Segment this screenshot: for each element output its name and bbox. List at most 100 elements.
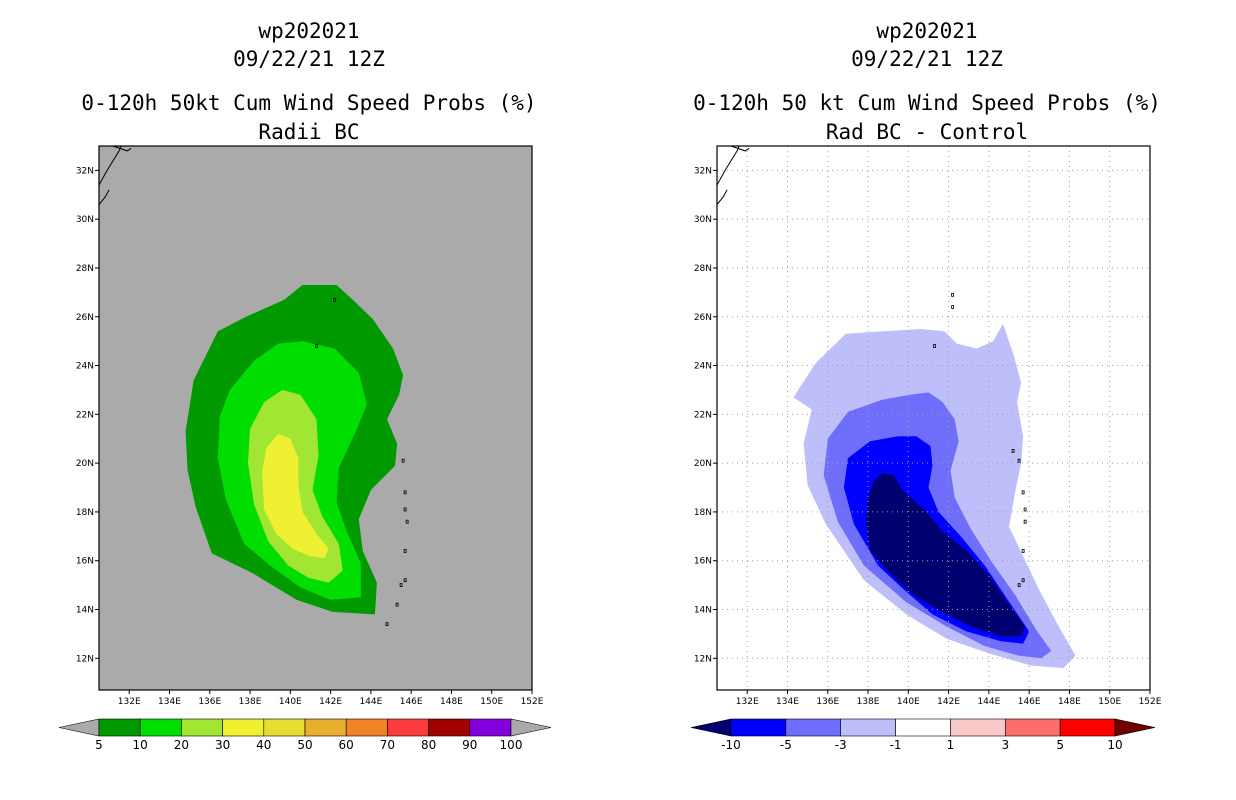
colorbar-swatch (222, 718, 265, 737)
colorbar-label: -1 (890, 738, 902, 752)
x-tick-label: 132E (736, 697, 759, 707)
colorbar-swatch (730, 718, 787, 737)
island-outline (403, 578, 407, 583)
coastline (730, 146, 750, 152)
chart-title-line-3: 0-120h 50kt Cum Wind Speed Probs (%) (81, 91, 537, 115)
x-tick-label: 140E (279, 697, 302, 707)
colorbar-swatch (785, 718, 842, 737)
y-tick-label: 24N (76, 362, 94, 372)
chart-title-line-2: 09/22/21 12Z (233, 47, 385, 71)
colorbar-swatch (181, 718, 223, 737)
coastline (99, 189, 110, 205)
island-outline (1023, 519, 1027, 524)
x-tick-label: 144E (359, 697, 382, 707)
y-tick-label: 32N (76, 166, 94, 176)
y-tick-label: 18N (76, 508, 94, 518)
x-tick-label: 146E (1018, 697, 1041, 707)
colorbar-swatch (950, 718, 1006, 737)
island-outline (1017, 583, 1021, 588)
coastline (99, 146, 122, 186)
chart-title-line-2: 09/22/21 12Z (851, 47, 1003, 71)
colorbar-label: 40 (256, 738, 271, 752)
y-tick-label: 12N (694, 654, 712, 664)
x-tick-label: 140E (897, 697, 920, 707)
y-tick-label: 14N (76, 605, 94, 615)
x-tick-label: 136E (198, 697, 221, 707)
x-tick-label: 132E (118, 697, 141, 707)
colorbar-label: 30 (215, 738, 230, 752)
panel-radii-bc: wp202021 09/22/21 12Z 0-120h 50kt Cum Wi… (58, 19, 552, 752)
x-tick-label: 152E (1139, 697, 1162, 707)
colorbar-swatch (304, 718, 347, 737)
chart-title-line-3: 0-120h 50 kt Cum Wind Speed Probs (%) (693, 91, 1161, 115)
x-tick-label: 134E (776, 697, 799, 707)
y-tick-label: 30N (694, 215, 712, 225)
island-outline (1011, 449, 1015, 453)
island-outline (333, 297, 337, 302)
contour-level-30 (262, 433, 329, 559)
y-tick-label: 28N (76, 264, 94, 274)
contour-level--10 (866, 472, 1026, 637)
colorbar-swatch (263, 718, 306, 737)
colorbar-swatch (428, 718, 471, 737)
island-outline (1023, 507, 1027, 512)
y-tick-label: 14N (694, 605, 712, 615)
colorbar-swatch (1059, 718, 1116, 737)
colorbar-label: 3 (1001, 738, 1009, 752)
colorbar-label: 10 (133, 738, 148, 752)
x-tick-label: 150E (1098, 697, 1121, 707)
coastline (717, 146, 740, 186)
colorbar-label: 50 (297, 738, 312, 752)
y-tick-label: 18N (694, 508, 712, 518)
island-outline (401, 458, 405, 463)
colorbar-swatch (139, 718, 182, 737)
x-tick-label: 148E (1058, 697, 1081, 707)
y-tick-label: 30N (76, 215, 94, 225)
y-tick-label: 26N (694, 313, 712, 323)
plot-content (99, 146, 409, 627)
colorbar-swatch (345, 718, 388, 737)
island-outline (1021, 578, 1025, 583)
x-tick-label: 138E (857, 697, 880, 707)
island-outline (933, 344, 936, 348)
y-tick-label: 28N (694, 264, 712, 274)
y-tick-label: 16N (76, 557, 94, 567)
island-outline (1017, 458, 1021, 463)
colorbar: 5 10 20 30 40 50 60 70 80 90 100 (58, 718, 552, 752)
colorbar-label: 60 (339, 738, 354, 752)
island-outline (951, 305, 955, 309)
colorbar-label: -3 (835, 738, 847, 752)
plot-content (717, 146, 1150, 690)
colorbar-label: 10 (1107, 738, 1122, 752)
x-tick-label: 148E (440, 697, 463, 707)
colorbar: -10 -5 -3 -1 1 3 5 10 (690, 718, 1156, 752)
coastline (112, 146, 132, 152)
island-outline (403, 549, 407, 553)
x-tick-label: 144E (977, 697, 1000, 707)
x-tick-label: 152E (521, 697, 544, 707)
y-tick-label: 32N (694, 166, 712, 176)
colorbar-label: 90 (462, 738, 477, 752)
coastline (717, 189, 728, 205)
x-tick-label: 150E (480, 697, 503, 707)
x-tick-label: 138E (239, 697, 262, 707)
colorbar-label: 20 (174, 738, 189, 752)
x-tick-label: 146E (400, 697, 423, 707)
x-tick-label: 142E (937, 697, 960, 707)
y-tick-label: 16N (694, 557, 712, 567)
island-outline (395, 602, 399, 607)
y-tick-label: 22N (76, 410, 94, 420)
colorbar-swatch (387, 718, 429, 737)
chart-title-line-4: Radii BC (258, 120, 360, 144)
colorbar-label: 80 (421, 738, 436, 752)
y-tick-label: 20N (76, 459, 94, 469)
y-tick-label: 12N (76, 654, 94, 664)
colorbar-label: 5 (95, 738, 103, 752)
island-outline (1021, 490, 1025, 495)
colorbar-label: 1 (947, 738, 955, 752)
colorbar-swatch (469, 718, 512, 737)
colorbar-above-triangle (1114, 718, 1156, 737)
colorbar-label: -10 (721, 738, 741, 752)
colorbar-swatch (840, 718, 896, 737)
colorbar-swatch (1004, 718, 1061, 737)
